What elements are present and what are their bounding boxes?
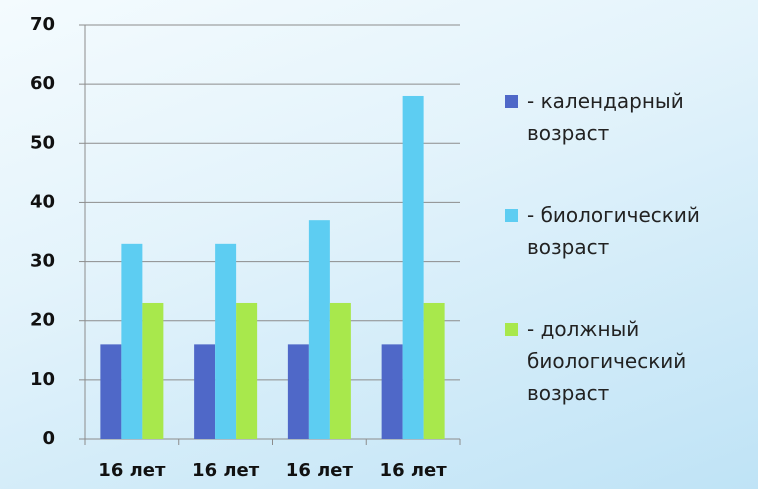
y-tick-label: 60 [30,73,55,94]
bar [287,344,309,439]
bar [236,302,258,439]
legend-entry: - должный биологический возраст [505,313,735,409]
bar [308,220,330,439]
bar [194,344,216,439]
y-tick-label: 50 [30,132,55,153]
bar [215,243,237,439]
bar [100,344,122,439]
x-tick-label: 16 лет [286,460,354,481]
bar [402,95,424,439]
legend-swatch [505,209,518,222]
legend-entry: - биологический возраст [505,199,735,263]
y-tick-label: 70 [30,14,55,35]
x-tick-label: 16 лет [98,460,166,481]
y-tick-label: 10 [30,369,55,390]
legend-label: - должный биологический возраст [527,317,687,405]
x-tick-label: 16 лет [380,460,448,481]
y-tick-label: 30 [30,251,55,272]
bar [423,302,445,439]
legend-label: - биологический возраст [527,203,700,259]
legend-entry: - календарный возраст [505,85,735,149]
bar [142,302,164,439]
y-tick-label: 20 [30,310,55,331]
bar [121,243,143,439]
y-tick-label: 0 [42,428,55,449]
bar [329,302,351,439]
y-tick-label: 40 [30,191,55,212]
x-tick-label: 16 лет [192,460,260,481]
legend-swatch [505,95,518,108]
legend-swatch [505,323,518,336]
legend-label: - календарный возраст [527,89,684,145]
bar [381,344,403,439]
